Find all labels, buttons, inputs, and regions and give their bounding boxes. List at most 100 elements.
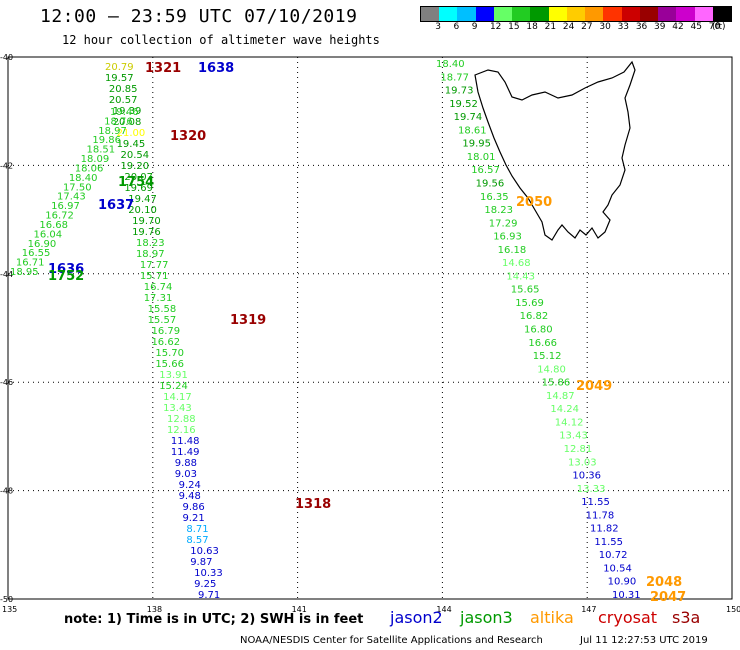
pass-time-label: 2048: [646, 575, 682, 590]
color-scale-label: 39: [654, 22, 666, 32]
wave-height-value: 16.72: [45, 211, 74, 222]
wave-height-value: 18.23: [484, 205, 513, 216]
color-scale-unit: (ft): [712, 22, 726, 32]
wave-height-value: 11.49: [171, 447, 200, 458]
wave-height-value: 15.12: [533, 351, 562, 362]
wave-height-value: 19.45: [117, 139, 146, 150]
wave-height-value: 19.86: [92, 135, 121, 146]
wave-height-value: 16.18: [498, 245, 527, 256]
wave-height-value: 10.36: [572, 471, 601, 482]
wave-height-value: 9.88: [175, 458, 197, 469]
wave-height-value: 11.48: [171, 436, 200, 447]
wave-height-value: 15.71: [140, 271, 169, 282]
wave-height-value: 16.35: [480, 192, 509, 203]
lon-tick-label: 138: [147, 605, 162, 614]
wave-height-value: 20.79: [105, 62, 134, 73]
wave-height-value: 16.82: [520, 311, 549, 322]
wave-height-value: 9.71: [198, 590, 220, 601]
lat-tick-label: -50: [0, 595, 13, 604]
color-swatch: [421, 7, 440, 21]
lon-tick-label: 141: [292, 605, 307, 614]
wave-height-value: 19.76: [132, 227, 161, 238]
wave-height-value: 16.71: [16, 258, 45, 269]
wave-height-value: 20.08: [113, 117, 142, 128]
color-scale-label: 21: [544, 22, 557, 32]
pass-time-label: 2050: [516, 195, 552, 210]
wave-height-value: 18.95: [10, 267, 39, 278]
wave-height-value: 9.24: [179, 480, 201, 491]
legend-jason2: jason2: [390, 608, 443, 627]
pass-time-label: 1754: [118, 175, 154, 190]
wave-height-value: 11.55: [594, 537, 623, 548]
wave-height-value: 18.40: [69, 173, 98, 184]
pass-time-label: 1638: [198, 61, 234, 76]
wave-height-value: 12.81: [564, 444, 593, 455]
wave-height-value: 18.01: [467, 152, 496, 163]
wave-height-value: 14.43: [506, 271, 535, 282]
legend-jason3: jason3: [460, 608, 513, 627]
color-swatch: [439, 7, 458, 21]
color-swatch: [621, 7, 640, 21]
wave-height-value: 16.68: [39, 220, 68, 231]
axis-tick-labels: 135 138 141 144 147 150 -40 -42 -44 -46 -48 -50: [0, 53, 740, 614]
wave-height-value: 10.63: [190, 546, 219, 557]
color-swatch: [493, 7, 513, 21]
color-scale-label: 30: [599, 22, 611, 32]
wave-height-value: 19.74: [454, 112, 483, 123]
wave-height-value: 9.03: [175, 469, 197, 480]
wave-height-value: 19.47: [128, 194, 157, 205]
wave-height-value: 15.58: [148, 304, 177, 315]
wave-height-value: 14.80: [537, 364, 566, 375]
wave-height-value: 15.57: [148, 315, 177, 326]
wave-height-value: 19.70: [132, 216, 161, 227]
wave-height-value: 20.57: [109, 95, 138, 106]
lat-tick-label: -40: [0, 53, 13, 62]
wave-height-value: 13.91: [159, 370, 188, 381]
color-scale-label: 15: [508, 22, 520, 32]
wave-height-value: 10.33: [194, 568, 223, 579]
color-swatch: [676, 7, 695, 21]
wave-height-value: 13.33: [577, 484, 606, 495]
wave-height-value: 15.66: [155, 359, 184, 370]
wave-height-value: 10.54: [603, 563, 632, 574]
footnote: note: 1) Time is in UTC; 2) SWH is in fe…: [64, 612, 364, 627]
wave-height-value: 10.72: [599, 550, 628, 561]
wave-height-value: 17.77: [140, 260, 169, 271]
color-swatch: [475, 7, 494, 21]
wave-height-value: 11.55: [581, 497, 610, 508]
color-swatch: [603, 7, 622, 21]
color-scale-label: 45: [690, 22, 702, 32]
wave-height-value: 18.06: [75, 163, 104, 174]
color-swatch: [694, 7, 713, 21]
color-scale-label: 6: [453, 22, 460, 32]
credit-line: NOAA/NESDIS Center for Satellite Applica…: [240, 635, 543, 646]
wave-height-value: 19.20: [120, 161, 149, 172]
wave-height-value: 17.43: [57, 192, 86, 203]
wave-height-value: 9.25: [194, 579, 216, 590]
color-scale-label: 18: [526, 22, 538, 32]
wave-height-value: 18.40: [436, 59, 465, 70]
wave-height-value: 18.97: [136, 249, 165, 260]
wave-height-value: 16.55: [22, 248, 51, 259]
color-swatch: [548, 7, 567, 21]
color-scale-bar: [420, 6, 732, 22]
wave-height-value: 12.16: [167, 425, 196, 436]
pass-time-label: 1321: [145, 61, 181, 76]
pass-time-label: 1637: [98, 198, 134, 213]
wave-height-value: 11.78: [586, 510, 615, 521]
color-scale-label: 9: [471, 22, 478, 32]
pass-time-label: 1636: [48, 262, 84, 277]
wave-height-value: 14.12: [555, 417, 584, 428]
color-scale-label: 70: [708, 22, 721, 32]
lat-tick-label: -44: [0, 270, 13, 279]
lat-lon-grid: [8, 57, 732, 599]
wave-height-value: 15.70: [155, 348, 184, 359]
wave-height-value: 18.23: [136, 238, 165, 249]
color-scale-label: 42: [672, 22, 684, 32]
color-swatch: [457, 7, 476, 21]
lon-tick-label: 135: [2, 605, 17, 614]
wave-height-value: 19.39: [113, 106, 142, 117]
legend-s3a: s3a: [672, 608, 701, 627]
